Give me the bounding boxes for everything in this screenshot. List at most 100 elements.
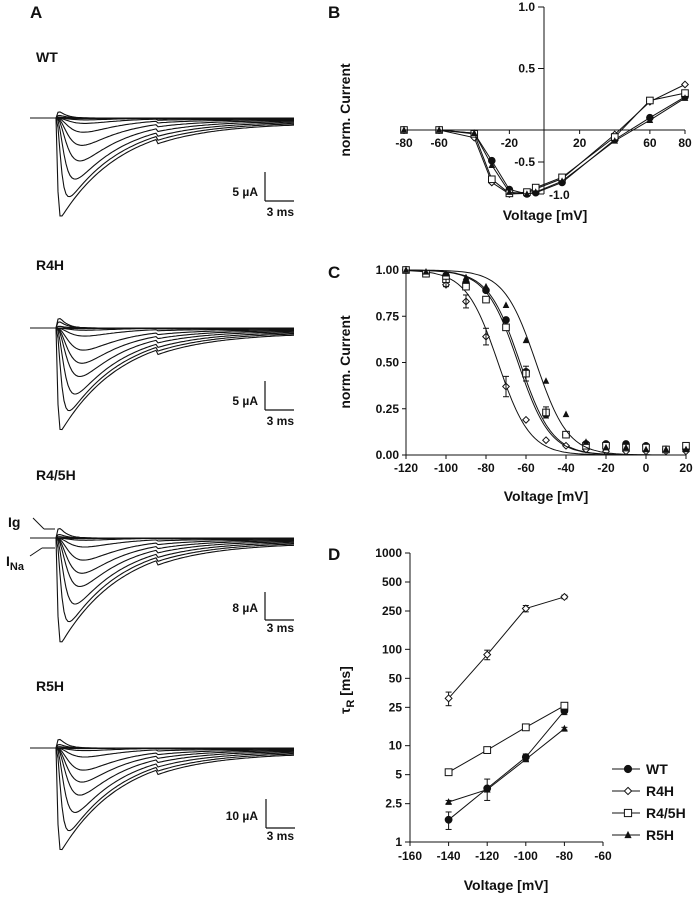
scale-current-r4h: 5 µA — [232, 394, 258, 408]
c-point-R5H — [682, 445, 690, 453]
c-point-R5H — [522, 336, 530, 344]
b-point-R5H — [558, 177, 566, 184]
b-point-R4/5H — [646, 96, 654, 105]
d-y-tick-label: 500 — [382, 575, 402, 589]
b-ylabel: norm. Current — [337, 63, 353, 157]
c-point-R5H — [402, 266, 410, 273]
legend-marker-R4/5H — [623, 808, 633, 818]
d-point-R4/5H — [483, 746, 492, 754]
legend-label: R4H — [646, 783, 674, 799]
d-point-R5H — [522, 755, 530, 763]
c-x-tick-label: 20 — [679, 461, 693, 475]
b-point-R4/5H — [488, 175, 496, 184]
c-y-tick-label: 0.75 — [376, 309, 400, 323]
sodium-current-trace — [30, 747, 294, 783]
current-traces-1 — [30, 318, 295, 431]
sodium-current-trace — [30, 747, 295, 851]
sodium-current-trace — [30, 117, 295, 198]
d-point-R5H — [483, 785, 491, 793]
legend-item-R4H: R4H — [612, 783, 674, 799]
sodium-current-trace — [30, 747, 295, 813]
sodium-current-trace — [30, 327, 294, 395]
current-traces-0 — [30, 111, 295, 217]
d-y-tick-label: 100 — [382, 642, 402, 656]
sodium-current-trace — [30, 537, 295, 643]
sodium-current-trace — [30, 117, 294, 180]
b-point-R5H — [488, 161, 496, 168]
sodium-current-trace — [30, 537, 294, 561]
c-point-R5H — [582, 438, 590, 445]
d-x-tick-label: -100 — [514, 849, 538, 863]
c-point-R4/5H — [502, 323, 510, 332]
d-series-line-R4/5H — [448, 705, 565, 773]
ina-pointer-line — [29, 547, 43, 557]
scale-time-r45h: 3 ms — [267, 621, 295, 635]
d-y-tick-label: 250 — [382, 604, 402, 618]
chart-c: -120 -100 -80 -60 -40 -20 0 20 0.00 0.25 0.50 0.75 1… — [376, 263, 693, 475]
d-point-R5H — [445, 798, 452, 805]
b-point-R5H — [523, 190, 531, 197]
sodium-current-trace — [30, 747, 294, 752]
c-point-R5H — [482, 282, 490, 290]
c-x-tick-label: 0 — [643, 461, 650, 475]
d-point-R4/5H — [560, 701, 569, 710]
panel-letter-c: C — [328, 263, 340, 282]
scale-time-r5h: 3 ms — [267, 829, 295, 843]
sodium-current-trace — [30, 747, 295, 758]
b-point-R5H — [646, 116, 654, 123]
b-point-R5H — [506, 188, 513, 195]
d-ylabel-unit: [ms] — [337, 666, 353, 699]
sodium-current-trace — [30, 537, 294, 574]
d-point-WT — [444, 815, 453, 824]
c-point-R4/5H — [562, 430, 570, 439]
sodium-current-trace — [30, 327, 295, 412]
sodium-current-trace — [30, 747, 294, 771]
legend-label: R4/5H — [646, 805, 686, 821]
trace-label-r45h: R4/5H — [36, 467, 76, 483]
current-traces-2 — [30, 528, 295, 643]
b-y-tick-label: -0.5 — [514, 155, 535, 169]
c-y-tick-label: 0.50 — [376, 356, 400, 370]
scale-bar-wt: 5 µA 3 ms — [232, 185, 294, 219]
d-ylabel-tau: τ — [337, 707, 353, 714]
b-x-tick-label: -60 — [430, 136, 448, 150]
d-ylabel: τR [ms] — [337, 666, 357, 714]
c-x-tick-label: -100 — [434, 461, 458, 475]
sodium-current-trace — [30, 327, 294, 337]
sodium-current-trace — [30, 537, 294, 605]
d-x-tick-label: -80 — [556, 849, 574, 863]
sodium-current-trace — [30, 537, 294, 541]
d-point-R4H — [521, 604, 530, 613]
d-point-R5H — [561, 724, 568, 732]
c-point-WT — [502, 316, 510, 324]
sodium-current-trace — [30, 327, 294, 351]
scale-bar-r5h: 10 µA 3 ms — [226, 809, 295, 843]
sodium-current-trace — [30, 117, 294, 121]
c-y-tick-label: 0.00 — [376, 448, 400, 462]
c-point-R4/5H — [482, 295, 490, 304]
sodium-current-trace — [30, 117, 294, 162]
b-x-tick-label: 20 — [573, 136, 587, 150]
annotation-ina-main: I — [6, 553, 10, 569]
legend-marker-R5H — [624, 830, 632, 839]
d-point-R4/5H — [444, 768, 453, 777]
d-y-tick-label: 50 — [389, 671, 403, 685]
legend-marker-WT — [623, 764, 633, 774]
legend-item-R4/5H: R4/5H — [612, 805, 686, 821]
d-y-tick-label: 1000 — [375, 546, 402, 560]
d-y-tick-label: 5 — [395, 768, 402, 782]
c-y-tick-label: 0.25 — [376, 402, 400, 416]
b-point-R5H — [681, 94, 689, 101]
b-point-R5H — [435, 126, 443, 133]
sodium-current-trace — [30, 747, 295, 832]
ig-pointer-line — [32, 517, 45, 530]
d-point-R4/5H — [521, 723, 530, 732]
b-y-tick-label: 1.0 — [518, 0, 535, 14]
c-x-tick-label: -40 — [557, 461, 575, 475]
sodium-current-trace — [30, 117, 294, 124]
trace-label-wt: WT — [36, 49, 58, 65]
panel-letter-a: A — [30, 3, 42, 22]
legend-marker-R4H — [623, 786, 633, 796]
sodium-current-trace — [30, 747, 294, 750]
